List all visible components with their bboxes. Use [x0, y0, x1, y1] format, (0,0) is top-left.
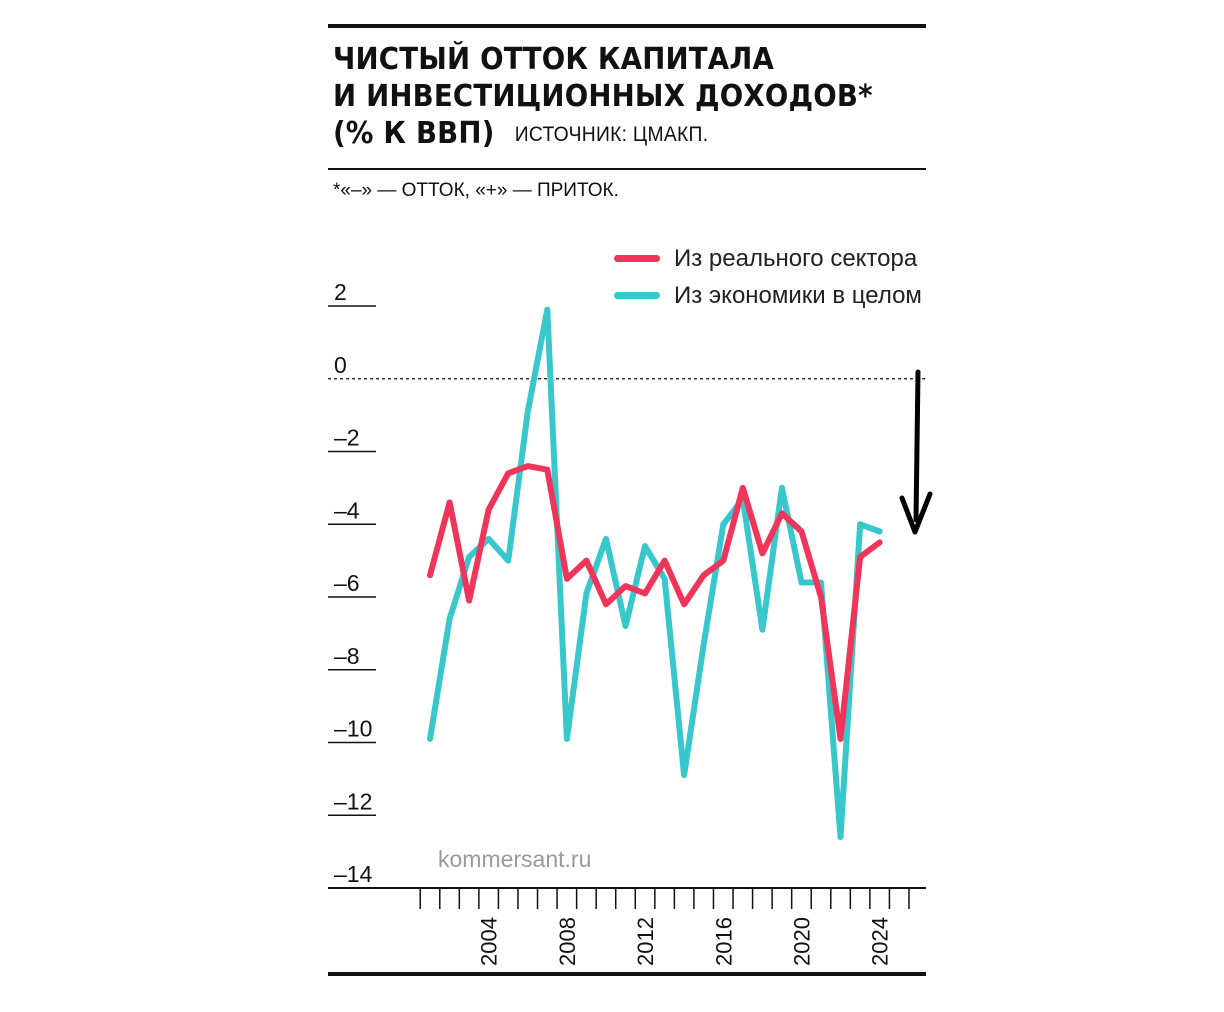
legend: Из реального сектора Из экономики в цело…: [614, 240, 922, 314]
watermark: kommersant.ru: [438, 846, 592, 872]
chart-title: ЧИСТЫЙ ОТТОК КАПИТАЛА И ИНВЕСТИЦИОННЫХ Д…: [333, 41, 873, 153]
annotation-arrow-shaft: [913, 369, 921, 523]
series-line-real-sector: [427, 463, 883, 742]
y-tick-label: 0: [334, 352, 347, 378]
x-tick-label: 2012: [633, 917, 658, 966]
title-line-1: ЧИСТЫЙ ОТТОК КАПИТАЛА: [333, 42, 774, 77]
y-tick-label: –2: [334, 425, 360, 451]
x-tick-label: 2024: [868, 917, 893, 966]
y-tick-label: –14: [334, 861, 373, 887]
y-tick-label: –10: [334, 716, 372, 742]
source-label: ИСТОЧНИК: ЦМАКП.: [514, 123, 709, 146]
legend-item-real-sector: Из реального сектора: [614, 240, 922, 277]
title-divider: [328, 168, 926, 170]
bottom-rule: [328, 972, 926, 976]
title-line-2: И ИНВЕСТИЦИОННЫХ ДОХОДОВ*: [333, 79, 873, 114]
y-tick-label: 2: [334, 279, 347, 305]
footnote: *«–» — ОТТОК, «+» — ПРИТОК.: [333, 180, 619, 201]
y-tick-label: –4: [334, 497, 360, 523]
y-tick-label: –12: [334, 788, 372, 814]
legend-swatch-real-sector: [614, 255, 660, 262]
x-tick-label: 2020: [789, 917, 814, 966]
top-rule: [328, 24, 926, 28]
x-tick-label: 2016: [711, 917, 736, 966]
y-tick-label: –8: [334, 643, 360, 669]
annotation-arrow-head: [899, 491, 933, 535]
x-tick-label: 2008: [555, 917, 580, 966]
legend-label-real-sector: Из реального сектора: [674, 244, 918, 272]
y-tick-label: –6: [334, 570, 360, 596]
title-line-3: (% К ВВП) ИСТОЧНИК: ЦМАКП.: [333, 115, 873, 153]
x-tick-label: 2004: [477, 917, 502, 966]
legend-label-whole-economy: Из экономики в целом: [674, 281, 922, 309]
title-units: (% К ВВП): [333, 116, 495, 151]
legend-item-whole-economy: Из экономики в целом: [614, 277, 922, 314]
legend-swatch-whole-economy: [614, 292, 660, 299]
series-line-whole-economy: [427, 306, 883, 841]
